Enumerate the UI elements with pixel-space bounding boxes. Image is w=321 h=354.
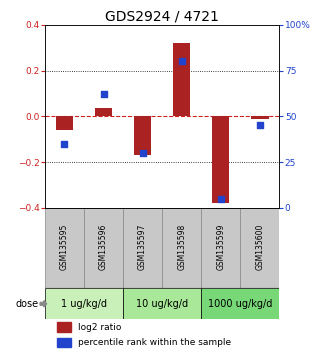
- Text: GSM135598: GSM135598: [177, 223, 186, 269]
- Bar: [251, 116, 269, 119]
- Point: [140, 150, 145, 156]
- Bar: [201, 288, 279, 319]
- Point: [218, 196, 223, 201]
- Text: GSM135597: GSM135597: [138, 223, 147, 270]
- Text: GSM135596: GSM135596: [99, 223, 108, 270]
- Bar: [84, 208, 123, 288]
- Text: GSM135599: GSM135599: [216, 223, 225, 270]
- Text: log2 ratio: log2 ratio: [78, 322, 121, 332]
- Bar: [173, 43, 190, 116]
- Text: dose: dose: [15, 299, 39, 309]
- Text: GSM135600: GSM135600: [255, 223, 264, 270]
- Bar: [57, 322, 71, 332]
- Bar: [134, 116, 152, 155]
- Bar: [57, 338, 71, 347]
- Point: [62, 141, 67, 147]
- Text: GSM135595: GSM135595: [60, 223, 69, 270]
- Bar: [45, 288, 123, 319]
- Bar: [95, 108, 112, 116]
- Text: percentile rank within the sample: percentile rank within the sample: [78, 338, 231, 347]
- Bar: [45, 208, 84, 288]
- Bar: [56, 116, 73, 130]
- Bar: [201, 208, 240, 288]
- Point: [101, 91, 106, 97]
- Bar: [123, 208, 162, 288]
- Bar: [212, 116, 230, 203]
- Point: [179, 58, 184, 64]
- Bar: [240, 208, 279, 288]
- Text: 1000 ug/kg/d: 1000 ug/kg/d: [208, 299, 273, 309]
- Text: 10 ug/kg/d: 10 ug/kg/d: [136, 299, 188, 309]
- Text: 1 ug/kg/d: 1 ug/kg/d: [61, 299, 107, 309]
- Title: GDS2924 / 4721: GDS2924 / 4721: [105, 10, 219, 24]
- Bar: [123, 288, 201, 319]
- Bar: [162, 208, 201, 288]
- Point: [257, 122, 262, 128]
